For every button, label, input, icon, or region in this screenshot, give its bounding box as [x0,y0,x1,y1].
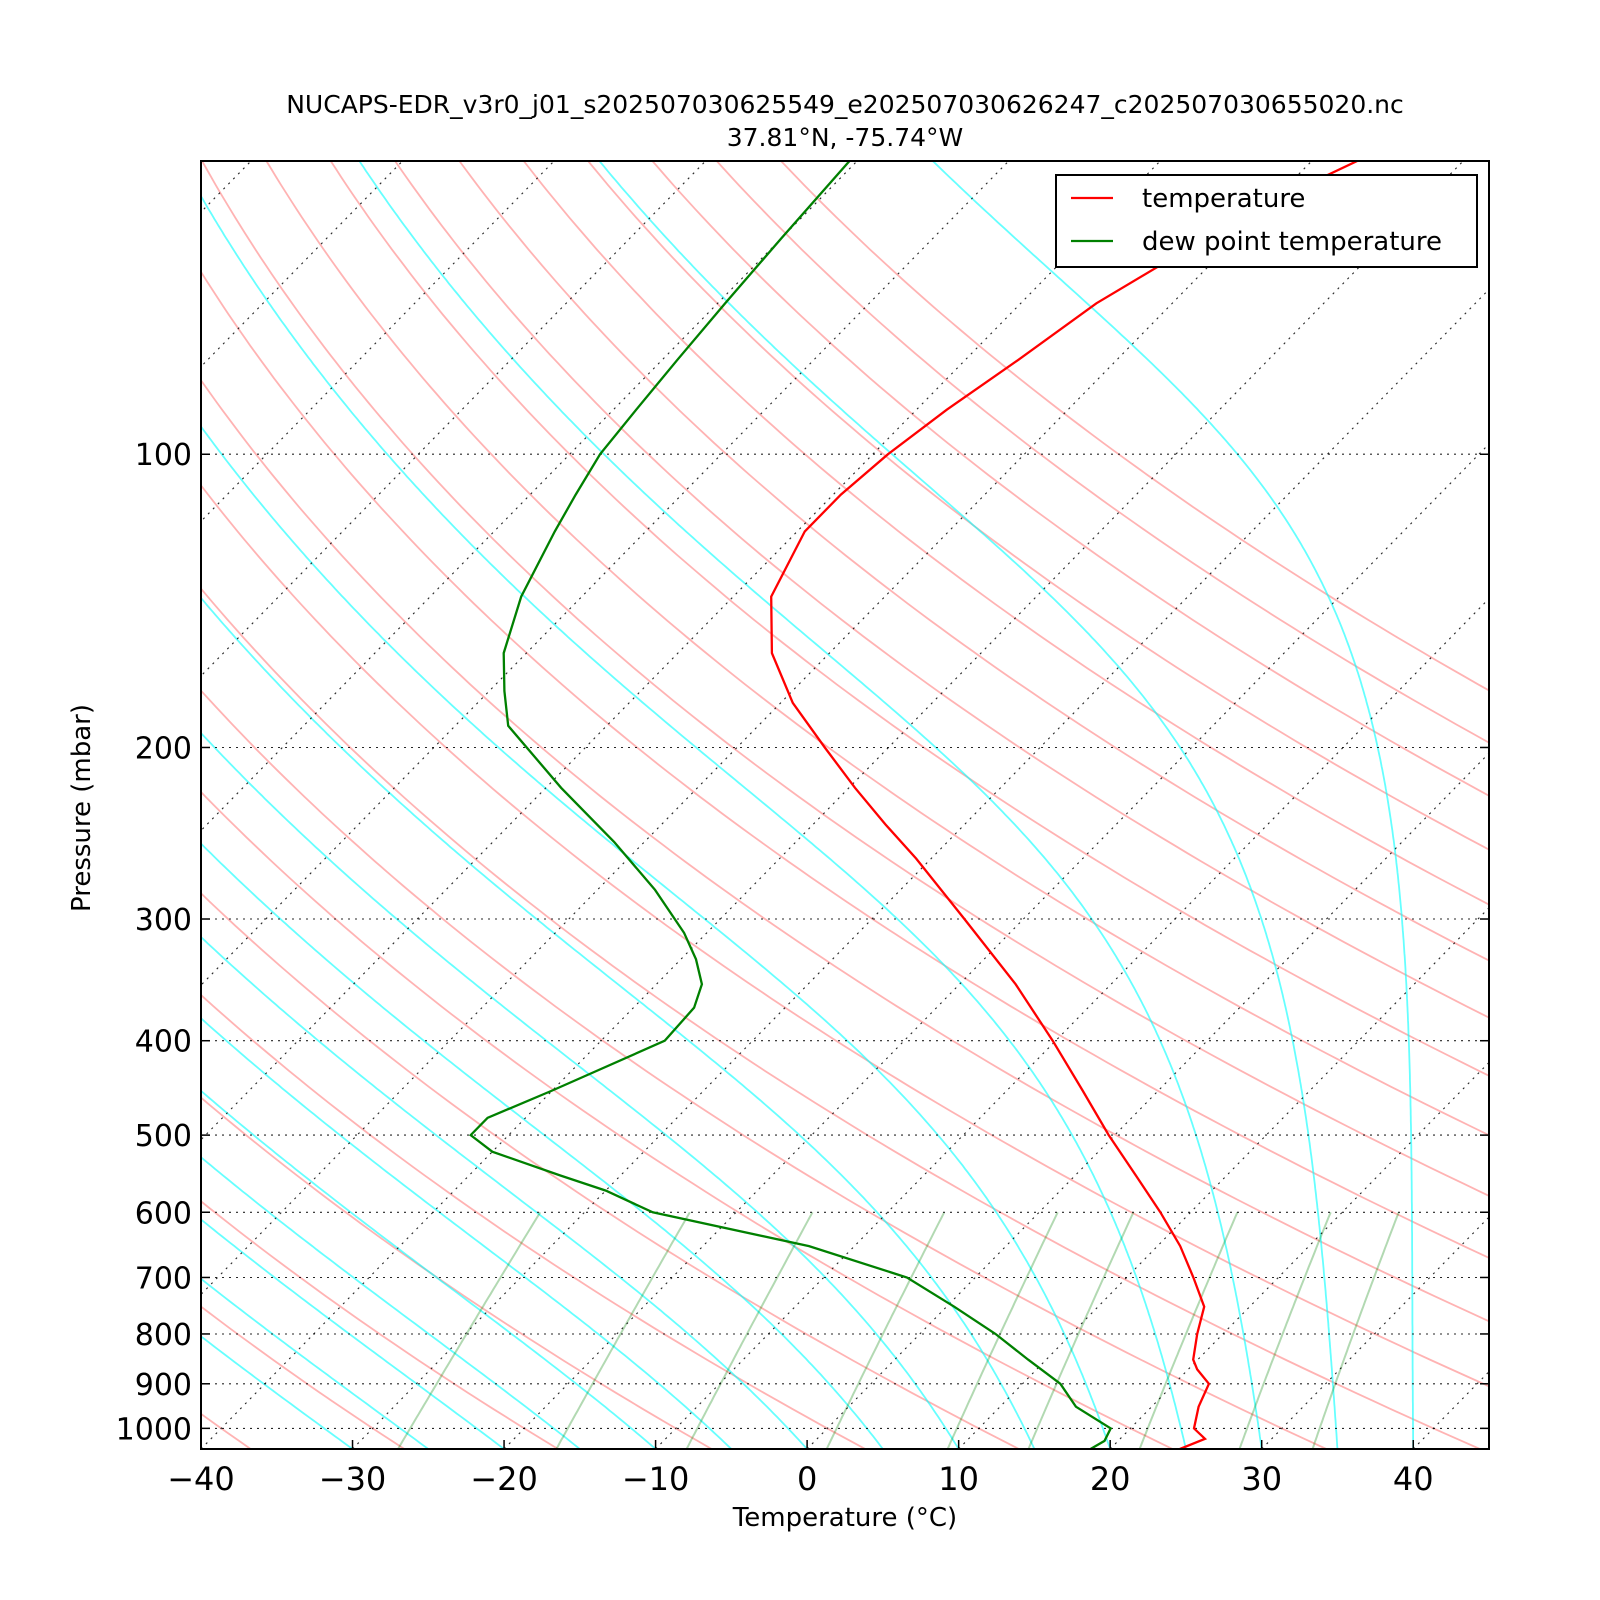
dry-adiabat-line [265,161,1489,1137]
dry-adiabat-line [522,161,1489,906]
dry-adiabat-line [201,892,1020,1449]
mixing-ratio-line [946,1211,1059,1449]
isotherm-gridline [201,161,706,677]
moist-adiabat-line [201,731,960,1449]
dry-adiabat-line [716,161,1489,744]
isotherm-gridline [201,161,1010,986]
y-tick-label: 700 [135,1261,192,1296]
axis-ticks: −40 −30 −20 −10 0 10 20 30 40 100 200 300 400 500 600 7… [116,438,1489,1498]
x-tick-label: 20 [1090,1460,1131,1498]
y-tick-label: 900 [135,1368,192,1403]
y-tick-label: 500 [135,1119,192,1154]
legend-label-temperature: temperature [1142,184,1305,214]
moist-adiabat-line [201,842,884,1449]
moist-adiabat-line [201,1089,657,1449]
isotherm-gridline [1565,161,1600,1449]
mixing-ratio-line [1311,1211,1400,1449]
isotherm-gridline [1412,1370,1489,1449]
chart-subtitle: 37.81°N, -75.74°W [727,123,963,152]
moist-adiabat-line [201,425,1112,1449]
isotherm-gridline [806,752,1489,1449]
dry-adiabat-line [329,161,1489,1077]
dry-adiabat-line [394,161,1489,1019]
plot-frame [200,160,1490,1450]
dry-adiabat-line [201,1200,559,1449]
y-tick-label: 300 [135,903,192,938]
dry-adiabat-line [458,161,1489,962]
x-tick-label: 0 [797,1460,817,1498]
moist-adiabat-line [598,161,1339,1449]
isotherm-gridline [201,161,1464,1449]
mixing-ratio-line [1238,1211,1332,1449]
mixing-ratio-line [1027,1211,1135,1449]
moist-adiabat-line [201,1017,733,1449]
mixing-ratio-line [555,1211,691,1449]
temperature-profile-line [770,161,1358,1449]
moist-adiabat-line [201,1156,581,1449]
dry-adiabat-line [780,161,1489,692]
dry-adiabat-line [201,689,1327,1449]
dry-adiabat-line [587,161,1489,851]
moist-adiabat-line [358,161,1263,1449]
y-tick-label: 100 [135,438,192,473]
dry-adiabat-line [201,790,1173,1449]
y-tick-label: 200 [135,731,192,766]
y-tick-label: 600 [135,1196,192,1231]
isotherm-gridline [201,161,1313,1296]
x-tick-label: −30 [319,1460,387,1498]
mixing-ratio-line [685,1211,814,1449]
x-tick-label: 40 [1393,1460,1434,1498]
x-axis-label: Temperature (°C) [732,1503,957,1533]
y-axis-label: Pressure (mbar) [67,704,97,912]
isotherm-gridline [958,907,1489,1449]
x-tick-label: −40 [167,1460,235,1498]
isotherm-gridline [201,161,1161,1141]
dry-adiabat-line [201,1305,405,1449]
chart-title: NUCAPS-EDR_v3r0_j01_s202507030625549_e20… [286,90,1404,119]
dry-adiabat-line [201,161,1489,1197]
mixing-ratio-line [1138,1211,1239,1449]
y-tick-label: 1000 [116,1412,192,1447]
moist-adiabat-line [201,194,1187,1449]
moist-adiabat-line [932,161,1415,1449]
dry-adiabat-line [201,587,1481,1449]
dry-adiabat-line [201,993,866,1449]
y-tick-label: 400 [135,1025,192,1060]
legend-label-dewpoint: dew point temperature [1142,227,1442,257]
legend: temperature dew point temperature [1055,174,1478,268]
x-tick-label: 30 [1241,1460,1282,1498]
mixing-ratio-line [825,1211,946,1449]
moist-adiabat-line [201,596,1036,1449]
mixing-ratio-line [397,1211,542,1449]
moist-adiabat-line [201,935,808,1449]
x-tick-label: −20 [470,1460,538,1498]
isotherm-gridline [201,161,858,832]
plot-area [200,160,1600,1450]
dry-adiabat-line [201,378,1489,1323]
legend-box [1055,174,1478,268]
x-tick-label: −10 [622,1460,690,1498]
dewpoint-profile-line [468,161,1113,1449]
dry-adiabat-line [651,161,1489,797]
dry-adiabat-line [201,270,1489,1259]
plot-content [201,161,1600,1449]
moist-adiabat-line [201,1277,429,1449]
x-tick-label: 10 [938,1460,979,1498]
dry-adiabat-line [201,1096,713,1449]
y-tick-label: 800 [135,1318,192,1353]
